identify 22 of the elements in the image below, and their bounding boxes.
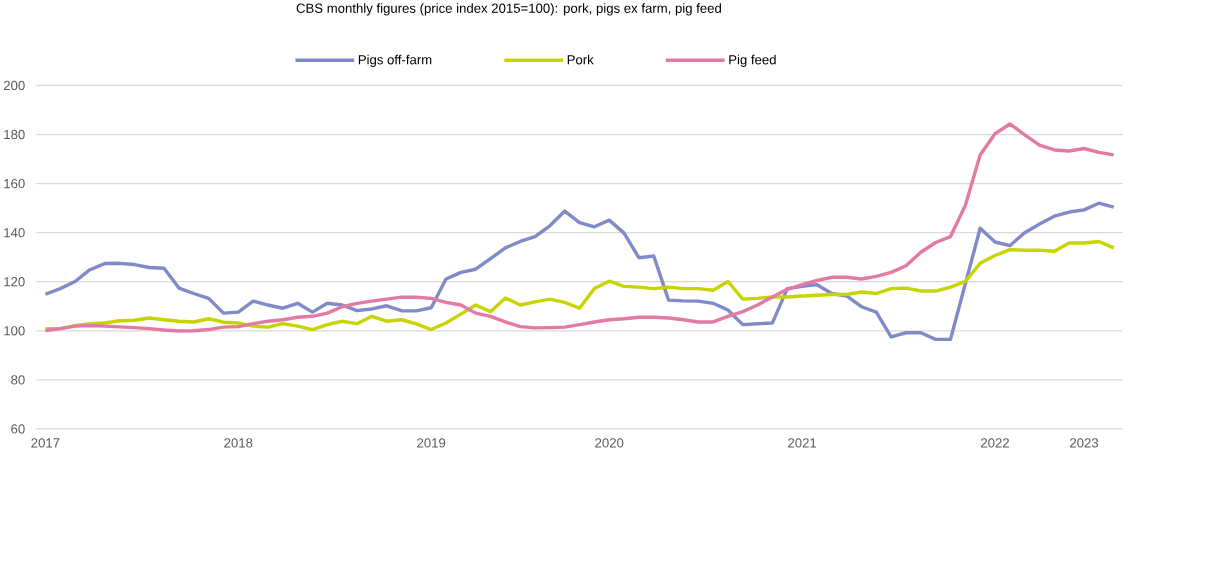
x-tick-label: 2022 (981, 438, 1009, 448)
x-tick-label: 2019 (417, 438, 446, 448)
line-series (43, 122, 1116, 333)
y-tick-label: 120 (4, 277, 25, 287)
y-tick-label: 200 (3, 80, 25, 91)
y-tick-label: 80 (11, 375, 25, 385)
y-tick-label: 140 (4, 228, 25, 238)
legend-label: Pig feed (729, 54, 776, 68)
x-tick-label: 2020 (595, 438, 624, 448)
x-tick-label: 2023 (1070, 438, 1099, 448)
x-tick-label: 2017 (31, 438, 60, 448)
x-tick-label: 2018 (224, 438, 253, 448)
chart-title: CBS monthly figures (price index 2015=100): pork, pigs ex farm, pig feed (296, 3, 721, 16)
y-tick-label: 180 (4, 130, 25, 140)
legend-label: Pigs off-farm (358, 54, 432, 68)
legend-label: Pork (567, 54, 594, 65)
x-tick-label: 2021 (788, 438, 817, 448)
y-tick-label: 100 (4, 326, 25, 336)
line-series (43, 239, 1116, 332)
y-tick-label: 60 (11, 424, 25, 434)
line-series (43, 201, 1116, 342)
y-tick-label: 160 (4, 179, 25, 189)
